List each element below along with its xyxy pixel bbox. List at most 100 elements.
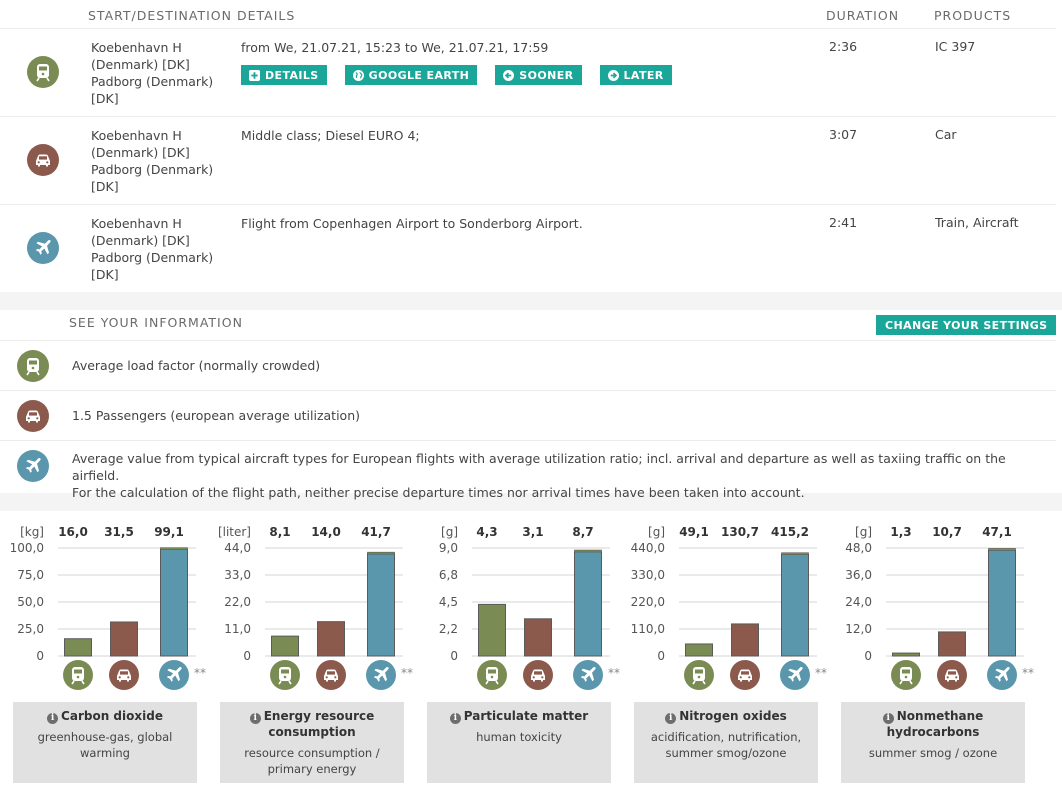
route-duration: 2:36 (829, 39, 858, 54)
y-tick-label: 110,0 (631, 622, 665, 636)
y-tick-label: 11,0 (224, 622, 251, 636)
bar-train[interactable] (478, 603, 506, 657)
route-products: Car (935, 127, 957, 142)
train-icon (477, 660, 507, 690)
bar-car[interactable] (110, 621, 138, 657)
globe-icon (352, 69, 364, 81)
divider (0, 204, 1056, 205)
origin-line: Koebenhavn H (91, 216, 182, 231)
chart-caption[interactable]: i Carbon dioxide greenhouse-gas, global w… (13, 702, 197, 783)
information-panel: SEE YOUR INFORMATION CHANGE YOUR SETTING… (0, 310, 1062, 500)
route-places: Koebenhavn H (Denmark) [DK] Padborg (Den… (91, 39, 231, 107)
bar-chart: 0 12,0 24,0 36,0 48,0 [g] 1,3 10,7 47,1 ** (845, 525, 1034, 690)
train-icon (27, 56, 59, 88)
info-text-line: For the calculation of the flight path, … (72, 485, 805, 500)
chart-caption[interactable]: i Nonmethane hydrocarbons summer smog / o… (841, 702, 1025, 783)
origin-line: Koebenhavn H (91, 40, 182, 55)
caption-title-text: Energy resource consumption (263, 709, 375, 739)
chart-caption[interactable]: i Nitrogen oxides acidification, nutrific… (634, 702, 818, 783)
chart-caption[interactable]: i Energy resource consumption resource co… (220, 702, 404, 783)
info-row-plane: Average value from typical aircraft type… (0, 441, 1056, 500)
duration-column-header: DURATION (826, 8, 900, 23)
train-icon (270, 660, 300, 690)
caption-title: i Particulate matter (427, 708, 611, 724)
value-label-plane: 415,2 (771, 525, 809, 539)
y-tick-label: 0 (657, 649, 665, 663)
caption-title-text: Nitrogen oxides (679, 709, 787, 723)
bar-train[interactable] (271, 635, 299, 657)
car-icon (316, 660, 346, 690)
chart-nitrogen-oxides: 0 110,0 220,0 330,0 440,0 [g] 49,1 130,7 415,2 **… (621, 511, 828, 786)
route-description: Flight from Copenhagen Airport to Sonder… (241, 216, 583, 231)
car-icon (730, 660, 760, 690)
route-duration: 3:07 (829, 127, 858, 142)
value-label-train: 4,3 (476, 525, 497, 539)
y-tick-label: 220,0 (631, 595, 665, 609)
route-description: Middle class; Diesel EURO 4; (241, 128, 420, 143)
car-icon (109, 660, 139, 690)
details-button[interactable]: DETAILS (241, 65, 327, 85)
sooner-button-label: SOONER (519, 68, 574, 82)
origin-country: (Denmark) [DK] (91, 145, 190, 160)
destination-country: [DK] (91, 91, 119, 106)
chart-caption[interactable]: i Particulate matter human toxicity (427, 702, 611, 783)
divider (0, 440, 1056, 441)
y-tick-label: 4,5 (439, 595, 458, 609)
bar-chart: 0 2,2 4,5 6,8 9,0 [g] 4,3 3,1 8,7 ** (439, 525, 620, 690)
unit-label: [kg] (20, 525, 44, 539)
google-earth-button-label: GOOGLE EARTH (368, 68, 470, 82)
unit-label: [g] (855, 525, 872, 539)
bar-plane[interactable] (160, 548, 188, 657)
divider (0, 116, 1056, 117)
plus-square-icon (249, 69, 260, 81)
info-row-train: Average load factor (normally crowded) (0, 341, 1056, 391)
later-button[interactable]: LATER (599, 65, 672, 85)
y-tick-label: 50,0 (17, 595, 44, 609)
train-icon (17, 350, 49, 382)
bar-plane[interactable] (574, 551, 602, 657)
y-tick-label: 0 (36, 649, 44, 663)
bar-car[interactable] (317, 621, 345, 657)
unit-label: [g] (441, 525, 458, 539)
sooner-button[interactable]: SOONER (495, 65, 582, 85)
bar-segment-train-share (988, 548, 1016, 551)
bar-train[interactable] (64, 638, 92, 657)
caption-subtitle: human toxicity (476, 730, 562, 744)
car-icon (937, 660, 967, 690)
value-label-plane: 41,7 (361, 525, 391, 539)
bar-plane[interactable] (367, 553, 395, 657)
bar-train[interactable] (685, 643, 713, 657)
caption-subtitle: greenhouse-gas, global warming (37, 730, 173, 760)
bar-segment-train-share (367, 551, 395, 555)
route-places: Koebenhavn H (Denmark) [DK] Padborg (Den… (91, 215, 231, 283)
value-label-car: 31,5 (104, 525, 134, 539)
bar-plane[interactable] (988, 549, 1016, 657)
info-row-car: 1.5 Passengers (european average utiliza… (0, 391, 1056, 441)
info-text: 1.5 Passengers (european average utiliza… (72, 408, 360, 423)
bar-plane[interactable] (781, 553, 809, 657)
caption-title: i Nonmethane hydrocarbons (841, 708, 1025, 740)
bar-car[interactable] (731, 623, 759, 657)
destination-line: Padborg (Denmark) (91, 74, 214, 89)
caption-title: i Nitrogen oxides (634, 708, 818, 724)
arrow-left-circle-icon (503, 69, 515, 81)
car-icon (523, 660, 553, 690)
change-settings-button[interactable]: CHANGE YOUR SETTINGS (876, 315, 1057, 335)
bar-car[interactable] (938, 631, 966, 657)
footnote-marker: ** (815, 666, 827, 680)
y-tick-label: 9,0 (439, 541, 458, 555)
route-products: Train, Aircraft (935, 215, 1019, 230)
bar-train[interactable] (892, 652, 920, 657)
details-button-label: DETAILS (265, 68, 319, 82)
bar-car[interactable] (524, 618, 552, 657)
caption-title-text: Carbon dioxide (61, 709, 163, 723)
y-tick-label: 0 (243, 649, 251, 663)
google-earth-button[interactable]: GOOGLE EARTH (344, 65, 478, 85)
value-label-car: 10,7 (932, 525, 962, 539)
later-button-label: LATER (623, 68, 664, 82)
route-row-train: Koebenhavn H (Denmark) [DK] Padborg (Den… (0, 29, 1056, 117)
route-description: from We, 21.07.21, 15:23 to We, 21.07.21… (241, 40, 549, 55)
value-label-train: 49,1 (679, 525, 709, 539)
connections-panel: START/DESTINATION DETAILS DURATION PRODU… (0, 0, 1062, 292)
